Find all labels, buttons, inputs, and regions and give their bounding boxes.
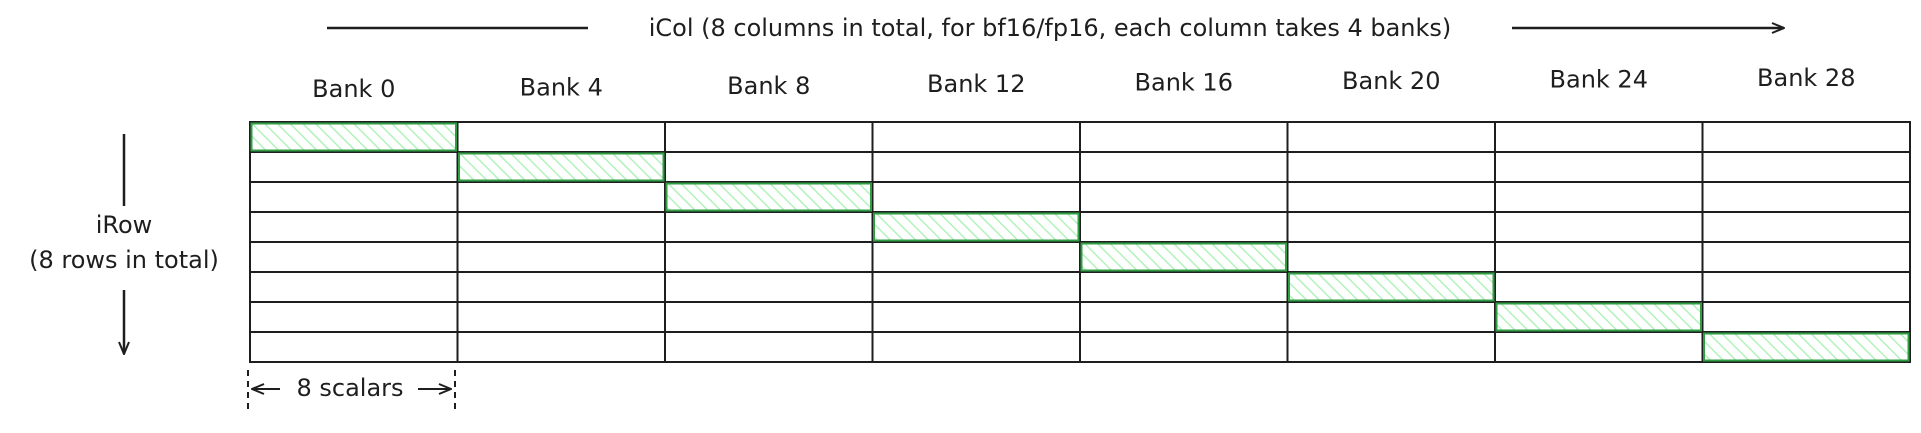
grid-cell — [871, 151, 1081, 183]
grid-cell — [456, 211, 666, 243]
highlighted-cell — [873, 212, 1080, 242]
grid-cell — [1494, 271, 1704, 303]
grid-cell — [1494, 151, 1704, 183]
grid-cell — [249, 241, 459, 273]
bank-header: Bank 8 — [727, 72, 810, 100]
bank-header: Bank 12 — [927, 70, 1025, 98]
grid-cell — [664, 241, 874, 273]
grid-cell — [664, 301, 874, 333]
grid-cell — [1286, 241, 1496, 273]
highlighted-cell — [458, 152, 665, 182]
grid-cell — [249, 211, 459, 243]
grid-cell — [456, 181, 666, 213]
grid-cell — [1494, 121, 1704, 153]
grid-cell — [871, 301, 1081, 333]
grid-cell — [1701, 181, 1911, 213]
grid-cell — [1494, 241, 1704, 273]
grid-cell — [1079, 211, 1289, 243]
grid-cell — [1494, 211, 1704, 243]
highlighted-cell — [1288, 272, 1495, 302]
grid-cell — [456, 301, 666, 333]
row-axis-label-line2: (8 rows in total) — [29, 246, 219, 274]
bank-header: Bank 28 — [1757, 64, 1855, 92]
grid-cell — [249, 331, 459, 363]
highlighted-cell — [1703, 332, 1910, 362]
bank-grid — [249, 121, 1911, 363]
grid-cell — [1701, 211, 1911, 243]
bank-header: Bank 4 — [520, 73, 603, 101]
grid-cell — [1494, 331, 1704, 363]
bank-headers: Bank 0 Bank 4 Bank 8 Bank 12 Bank 16 Bank 20 B… — [312, 64, 1855, 103]
grid-cell — [456, 241, 666, 273]
grid-cell — [1701, 241, 1911, 273]
grid-cell — [871, 271, 1081, 303]
grid-cell — [1079, 181, 1289, 213]
row-axis-label-line1: iRow — [96, 211, 153, 239]
grid-cell — [1701, 271, 1911, 303]
grid-cell — [456, 121, 666, 153]
highlighted-cell — [1080, 242, 1287, 272]
grid-cell — [1701, 121, 1911, 153]
grid-cell — [1079, 121, 1289, 153]
grid-cell — [664, 151, 874, 183]
col-axis-label: iCol (8 columns in total, for bf16/fp16,… — [649, 14, 1452, 42]
grid-cell — [664, 211, 874, 243]
grid-cell — [1079, 151, 1289, 183]
grid-cell — [871, 241, 1081, 273]
bank-header: Bank 24 — [1550, 65, 1648, 93]
grid-cell — [871, 181, 1081, 213]
grid-cell — [1286, 211, 1496, 243]
scalar-span-label: 8 scalars — [296, 374, 403, 402]
grid-cell — [1494, 181, 1704, 213]
grid-cell — [871, 331, 1081, 363]
grid-cell — [1079, 331, 1289, 363]
grid-cell — [1286, 331, 1496, 363]
highlighted-cell — [1495, 302, 1702, 332]
grid-cell — [1286, 151, 1496, 183]
grid-cell — [1286, 301, 1496, 333]
grid-cell — [456, 271, 666, 303]
grid-cell — [1286, 121, 1496, 153]
grid-cell — [249, 151, 459, 183]
grid-cell — [1701, 151, 1911, 183]
highlighted-cell — [665, 182, 872, 212]
grid-cell — [1079, 301, 1289, 333]
bank-header: Bank 20 — [1342, 67, 1440, 95]
grid-cell — [249, 271, 459, 303]
grid-cell — [664, 121, 874, 153]
grid-cell — [1079, 271, 1289, 303]
grid-cell — [456, 331, 666, 363]
grid-cell — [1701, 301, 1911, 333]
grid-cell — [664, 331, 874, 363]
grid-cell — [664, 271, 874, 303]
bank-header: Bank 0 — [312, 75, 395, 103]
grid-cell — [249, 301, 459, 333]
grid-cell — [871, 121, 1081, 153]
highlighted-cell — [250, 122, 457, 152]
bank-header: Bank 16 — [1135, 69, 1233, 97]
grid-cell — [1286, 181, 1496, 213]
grid-cell — [249, 181, 459, 213]
